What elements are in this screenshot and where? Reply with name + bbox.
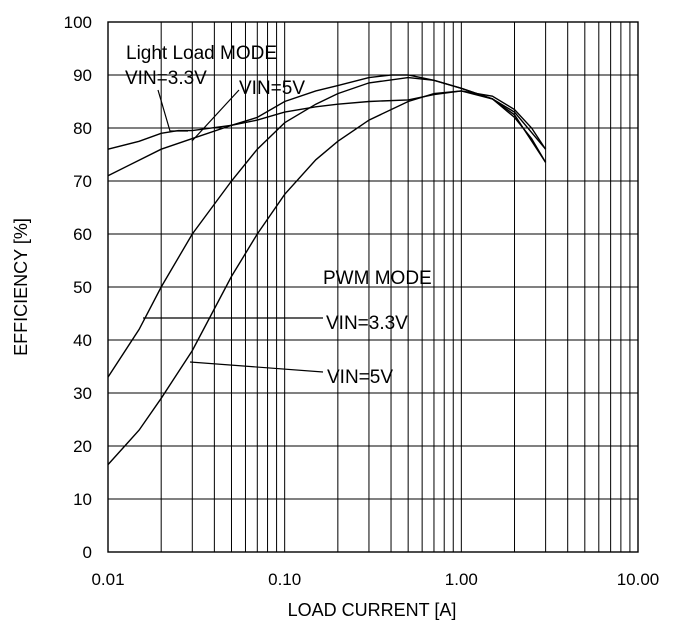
x-axis-title: LOAD CURRENT [A]	[288, 600, 457, 620]
grid	[107, 21, 639, 553]
annotation-pwm33: VIN=3.3V	[326, 313, 408, 334]
annotation-leader-line	[157, 89, 188, 132]
annotation-ll5: VIN=5V	[239, 78, 305, 99]
annotation-leader-line	[191, 89, 240, 142]
y-tick-label: 0	[83, 543, 92, 562]
series-line-2	[107, 74, 547, 177]
y-tick-label: 20	[73, 437, 92, 456]
x-tick-label: 0.01	[91, 570, 124, 589]
y-tick-label: 50	[73, 278, 92, 297]
x-tick-label: 0.10	[268, 570, 301, 589]
y-tick-label: 80	[73, 119, 92, 138]
y-tick-label: 10	[73, 490, 92, 509]
annotations: Light Load MODE VIN=3.3V VIN=5V PWM MODE VIN…	[125, 43, 432, 388]
y-tick-label: 30	[73, 384, 92, 403]
y-tick-label: 90	[73, 66, 92, 85]
annotation-leader-line	[189, 361, 324, 373]
annotation-pwm: PWM MODE	[323, 268, 432, 289]
tick-labels: 0 10 20 30 40 50 60 70 80 90 100 0.01 0.10 1.00 10.00	[64, 13, 660, 589]
annotation-leaders	[143, 89, 324, 373]
series-line-4	[107, 90, 547, 466]
plot-border	[107, 21, 639, 553]
x-tick-label: 10.00	[617, 570, 660, 589]
y-tick-label: 100	[64, 13, 92, 32]
y-tick-label: 70	[73, 172, 92, 191]
y-axis-title: EFFICIENCY [%]	[11, 218, 31, 356]
series-line-3	[107, 76, 547, 378]
annotation-lightload: Light Load MODE	[126, 43, 277, 64]
y-tick-label: 40	[73, 331, 92, 350]
annotation-pwm5: VIN=5V	[327, 367, 393, 388]
annotation-ll33: VIN=3.3V	[125, 68, 207, 89]
y-tick-label: 60	[73, 225, 92, 244]
x-tick-label: 1.00	[445, 570, 478, 589]
